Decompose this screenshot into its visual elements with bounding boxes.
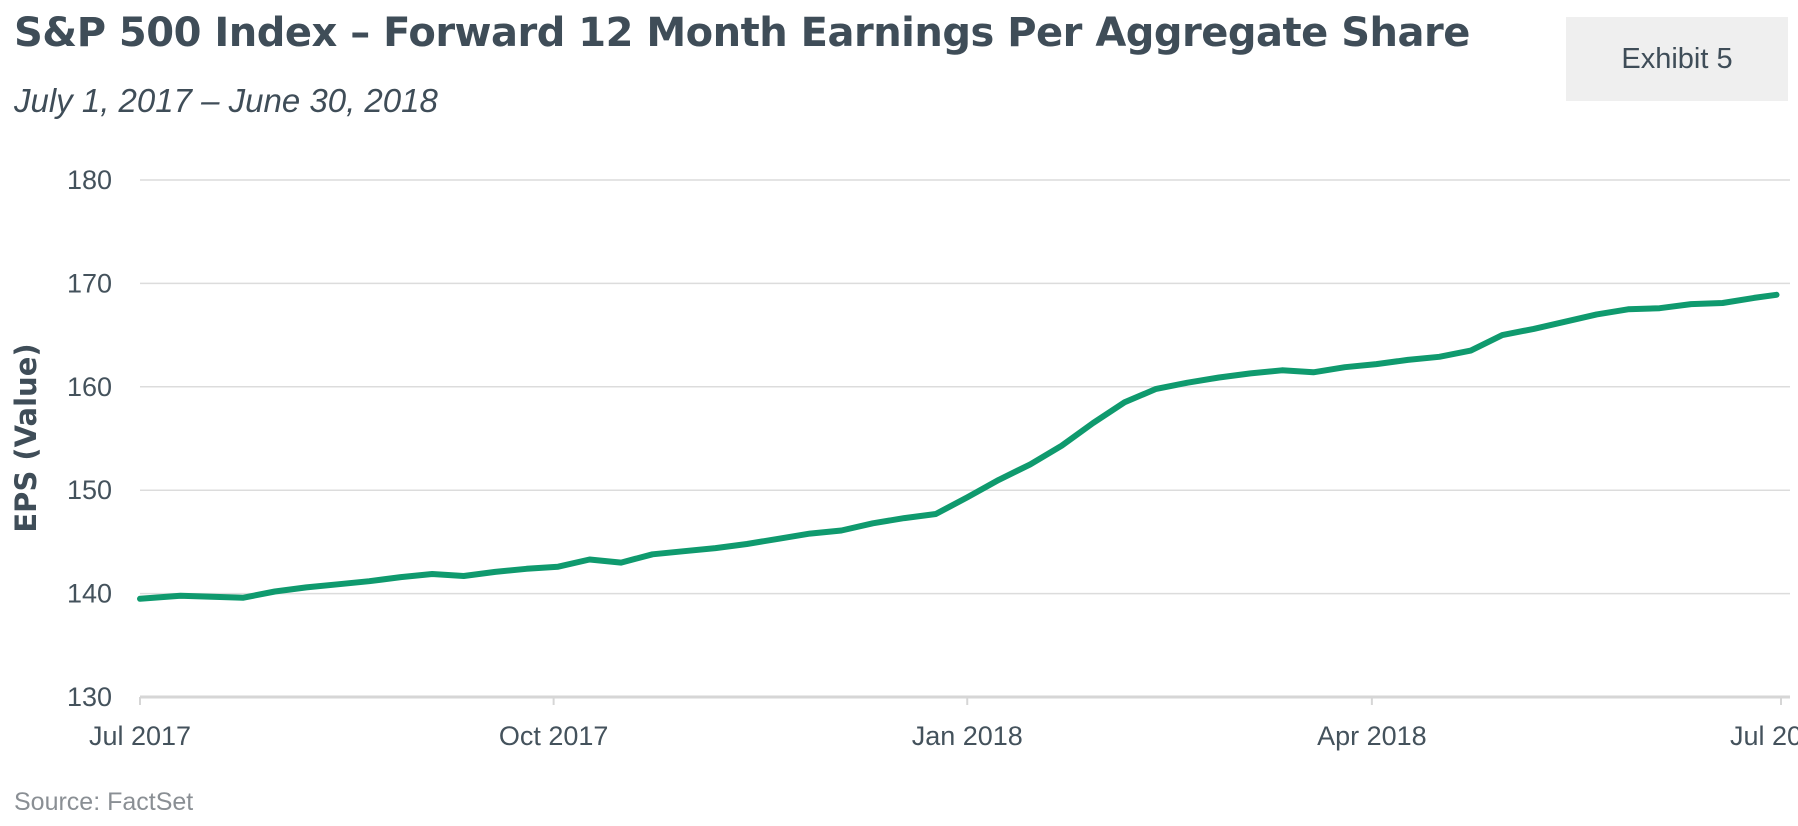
series-line (137, 291, 1780, 602)
x-tick-label: Jul 2018 (1730, 721, 1798, 751)
y-tick-label: 160 (67, 372, 112, 402)
x-tick-label: Oct 2017 (499, 721, 609, 751)
chart-title: S&P 500 Index – Forward 12 Month Earning… (14, 10, 1470, 56)
data-series (137, 291, 1780, 602)
y-tick-label: 130 (67, 682, 112, 712)
y-axis-title: EPS (Value) (9, 343, 43, 532)
y-tick-label: 170 (67, 268, 112, 298)
x-tick-label: Jan 2018 (912, 721, 1023, 751)
y-tick-label: 150 (67, 475, 112, 505)
y-tick-labels: 180 170 160 150 140 130 (67, 165, 112, 712)
x-tick-label: Apr 2018 (1317, 721, 1427, 751)
y-tick-label: 140 (67, 579, 112, 609)
x-tick-labels: Jul 2017 Oct 2017 Jan 2018 Apr 2018 Jul 2018 (89, 721, 1798, 751)
exhibit-badge: Exhibit 5 (1566, 17, 1788, 101)
source-note: Source: FactSet (14, 788, 194, 816)
y-tick-label: 180 (67, 165, 112, 195)
gridlines (140, 179, 1790, 595)
x-axis (139, 695, 1790, 705)
exhibit-label: Exhibit 5 (1621, 42, 1733, 75)
x-tick-label: Jul 2017 (89, 721, 191, 751)
chart-subtitle: July 1, 2017 – June 30, 2018 (14, 82, 438, 119)
